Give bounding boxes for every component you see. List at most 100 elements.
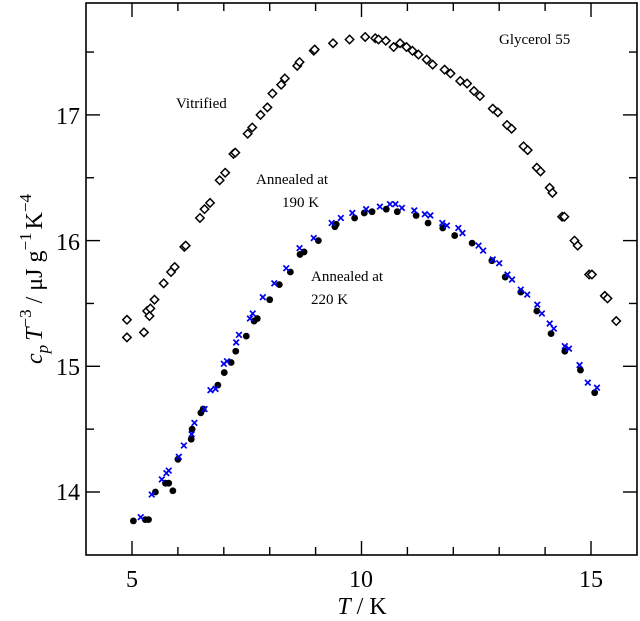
annealed-220k-point (275, 281, 283, 288)
x-axis-var: T (337, 594, 352, 620)
vitrified-point (559, 211, 570, 222)
vitrified-point (522, 144, 533, 156)
annealed-190k-point (508, 276, 516, 283)
annealed-190k-point (259, 293, 267, 301)
vitrified-point (267, 88, 278, 99)
plot-frame (85, 2, 638, 556)
annealed-190k-point (310, 234, 318, 242)
annealed-190k-point (362, 205, 370, 213)
vitrified-point (602, 293, 613, 304)
annealed-190k-point (376, 203, 384, 211)
vitrified-point (230, 147, 241, 158)
vitrified-point (413, 49, 424, 60)
annealed-190k-point (438, 219, 446, 227)
annealed-190k-point (504, 271, 511, 278)
y-tick-label: 16 (56, 230, 80, 256)
annealed-190k-point (180, 442, 188, 449)
annealed-190k-point (459, 229, 466, 237)
vitrified-point (199, 203, 210, 215)
data-marks (121, 31, 622, 525)
annealed-220k-point (577, 366, 584, 374)
vitrified-point (327, 37, 339, 49)
vitrified-point (144, 310, 155, 322)
annealed-220k-point (332, 220, 340, 228)
annealed-190k-point (137, 513, 145, 521)
vitrified-point (121, 314, 133, 326)
vitrified-point (474, 90, 486, 102)
y-axis-sub-p: p (33, 345, 52, 355)
vitrified-point (255, 109, 266, 121)
annealed-190k-point (565, 345, 573, 353)
annealed-190k-point (443, 222, 451, 229)
annotation-annealed220-line1: Annealed at (311, 269, 384, 285)
axis-ticks (86, 3, 637, 555)
annealed-220k-point (242, 332, 250, 340)
y-tick-label: 14 (56, 480, 80, 506)
series-vitrified (121, 31, 622, 343)
annealed-220k-point (165, 479, 173, 487)
vitrified-point (461, 78, 473, 89)
annealed-190k-point (533, 301, 541, 309)
vitrified-point (547, 187, 558, 199)
annealed-220k-point (169, 487, 177, 495)
vitrified-point (145, 303, 156, 314)
annealed-220k-point (220, 369, 228, 376)
annealed-220k-point (412, 212, 420, 219)
vitrified-point (373, 34, 384, 45)
annealed-220k-point (199, 405, 207, 413)
annealed-190k-point (188, 430, 196, 438)
annealed-220k-point (253, 315, 261, 322)
annealed-190k-point (517, 286, 525, 294)
annealed-220k-point (314, 237, 322, 245)
y-tick-labels: 14 15 16 17 (56, 104, 80, 506)
annealed-190k-point (337, 214, 345, 222)
annealed-190k-point (489, 256, 497, 263)
annealed-190k-point (191, 419, 198, 427)
y-axis-title: cpT−3 / μJ g−1 K−4 (16, 193, 52, 364)
annotation-annealed190-line1: Annealed at (256, 172, 329, 188)
y-tick-label: 15 (56, 355, 80, 381)
vitrified-point (468, 85, 480, 97)
vitrified-point (445, 68, 456, 79)
annealed-220k-point (547, 330, 555, 338)
annealed-190k-point (584, 379, 592, 387)
annealed-220k-point (232, 347, 240, 355)
vitrified-point (214, 175, 225, 186)
annealed-190k-point (392, 200, 399, 208)
y-axis-exp1: −3 (16, 309, 35, 327)
vitrified-point (388, 41, 399, 53)
vitrified-point (246, 122, 258, 133)
annotation-annealed220-line2: 220 K (311, 292, 348, 308)
annealed-220k-point (382, 205, 390, 213)
y-axis-c: c (22, 353, 48, 364)
vitrified-point (610, 315, 622, 327)
vitrified-point (279, 73, 291, 84)
annealed-190k-point (212, 385, 219, 393)
vitrified-point (407, 45, 418, 57)
x-axis-unit: / K (351, 594, 388, 620)
annealed-190k-point (538, 310, 546, 317)
y-axis-exp2: −1 (16, 232, 35, 250)
annealed-190k-point (348, 209, 356, 217)
annealed-190k-point (249, 310, 257, 317)
annotation-annealed190-line2: 190 K (282, 195, 319, 211)
vitrified-point (344, 34, 355, 45)
x-tick-labels: 5 10 15 (126, 567, 603, 593)
vitrified-point (204, 197, 216, 209)
annealed-190k-point (296, 244, 303, 252)
annealed-190k-point (475, 242, 482, 250)
annealed-220k-point (533, 307, 541, 315)
annealed-190k-point (165, 467, 173, 475)
vitrified-point (535, 166, 546, 177)
annealed-220k-point (451, 232, 459, 239)
vitrified-point (421, 54, 432, 65)
annealed-190k-point (421, 210, 429, 218)
series-annealed-at-190-k (137, 200, 601, 521)
vitrified-point (439, 64, 450, 75)
annealed-190k-point (561, 342, 569, 350)
annealed-190k-point (593, 384, 601, 392)
vitrified-point (194, 212, 206, 224)
annealed-190k-point (175, 453, 183, 461)
vitrified-point (138, 327, 150, 338)
